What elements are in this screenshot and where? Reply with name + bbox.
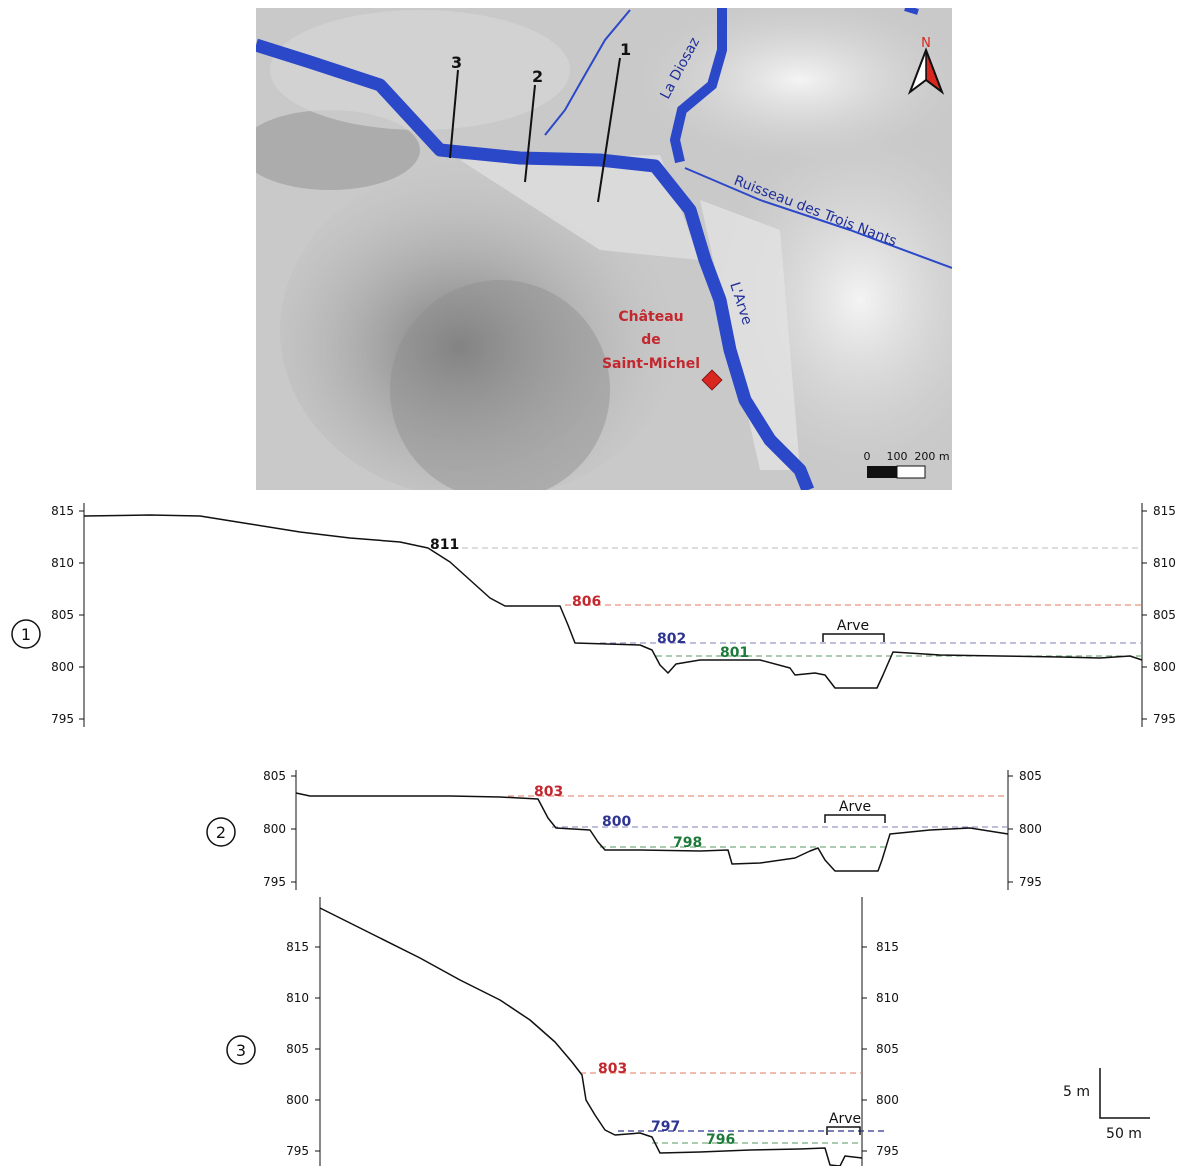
profile-3-channel-bracket xyxy=(826,1126,861,1135)
profile-3-right-tick-815: 815 xyxy=(876,940,899,954)
profile-1-marker-circle xyxy=(11,619,41,649)
profile-3-marker-circle xyxy=(226,1035,256,1065)
profile-2-right-tick-800: 800 xyxy=(1019,822,1042,836)
profile-1-right-tick-800: 800 xyxy=(1153,660,1176,674)
profile-3-level-label-796: 796 xyxy=(706,1132,735,1148)
profile-2-level-label-803: 803 xyxy=(534,784,563,800)
profile-1-level-label-806: 806 xyxy=(572,594,601,610)
profile-1-right-tick-815: 815 xyxy=(1153,504,1176,518)
profile-3: 815 810 805 800 795 815 810 805 800 795 … xyxy=(226,897,899,1166)
profile-3-right-tick-805: 805 xyxy=(876,1042,899,1056)
profile-3-terrain xyxy=(319,907,863,1166)
hillshade-map: 3 2 1 La Diosaz Ruisseau des Trois Nants… xyxy=(256,8,952,490)
profile-3-level-label-803: 803 xyxy=(598,1061,627,1077)
profile-2-left-tick-805: 805 xyxy=(263,769,286,783)
profile-1-level-label-811: 811 xyxy=(430,537,459,553)
map-scale-label-100: 100 xyxy=(887,450,908,463)
profile-2-marker-label: 2 xyxy=(216,823,226,842)
profile-2-left-tick-795: 795 xyxy=(263,875,286,889)
profile-1-left-tick-815: 815 xyxy=(51,504,74,518)
north-label: N xyxy=(921,36,931,51)
diosaz-river xyxy=(669,8,727,164)
profile-2-level-label-798: 798 xyxy=(673,835,702,851)
scale-vertical-label: 5 m xyxy=(1063,1084,1090,1100)
profile-1-left-tick-810: 810 xyxy=(51,556,74,570)
profile-3-left-tick-815: 815 xyxy=(286,940,309,954)
profile-2: 805 800 795 805 800 795 803 800 798 Arve… xyxy=(206,769,1042,890)
north-arrow-icon xyxy=(907,47,945,95)
profile-1-marker-label: 1 xyxy=(21,625,31,644)
profile-3-axes xyxy=(315,897,867,1166)
profile-3-left-tick-805: 805 xyxy=(286,1042,309,1056)
profile-1-right-tick-795: 795 xyxy=(1153,712,1176,726)
transect-label-3: 3 xyxy=(451,53,462,72)
profile-2-marker-circle xyxy=(206,817,236,847)
profile-3-right-tick-810: 810 xyxy=(876,991,899,1005)
scale-horizontal-label: 50 m xyxy=(1106,1126,1142,1142)
profile-1-left-tick-800: 800 xyxy=(51,660,74,674)
profile-1-level-label-801: 801 xyxy=(720,645,749,661)
profile-1-right-tick-805: 805 xyxy=(1153,608,1176,622)
profile-2-level-label-800: 800 xyxy=(602,814,631,830)
profile-3-channel-label: Arve xyxy=(829,1111,861,1127)
arve-river xyxy=(256,38,815,490)
profile-3-left-tick-795: 795 xyxy=(286,1144,309,1158)
profile-scale-bar xyxy=(1099,1068,1150,1119)
profile-1-right-tick-810: 810 xyxy=(1153,556,1176,570)
castle-label-line-2: de xyxy=(641,332,661,348)
map-scale-label-200: 200 m xyxy=(914,450,949,463)
tributary-stream xyxy=(544,9,631,136)
trois-nants-stream xyxy=(684,167,952,269)
profile-1-terrain xyxy=(83,514,1143,689)
castle-label-line-1: Château xyxy=(618,309,683,325)
profile-1-channel-label: Arve xyxy=(837,618,869,634)
transect-line-3 xyxy=(449,69,459,159)
profile-1-axes xyxy=(79,503,1147,727)
profile-2-axes xyxy=(291,770,1013,890)
transect-line-1 xyxy=(597,57,621,203)
map-scale-bar xyxy=(867,465,926,479)
profile-1-level-label-802: 802 xyxy=(657,631,686,647)
profile-2-right-tick-805: 805 xyxy=(1019,769,1042,783)
profile-2-right-tick-795: 795 xyxy=(1019,875,1042,889)
castle-label-line-3: Saint-Michel xyxy=(602,356,700,372)
profile-1-left-tick-795: 795 xyxy=(51,712,74,726)
transect-label-2: 2 xyxy=(532,67,543,86)
profile-3-level-label-797: 797 xyxy=(651,1119,680,1135)
profile-2-channel-label: Arve xyxy=(839,799,871,815)
profile-2-channel-bracket xyxy=(824,814,886,823)
profile-3-marker-label: 3 xyxy=(236,1041,246,1060)
profile-1: 815 810 805 800 795 815 810 805 800 795 … xyxy=(11,503,1176,727)
transect-line-2 xyxy=(524,84,536,183)
map-scale-label-0: 0 xyxy=(864,450,871,463)
profile-2-terrain xyxy=(295,792,1009,872)
profile-3-right-tick-800: 800 xyxy=(876,1093,899,1107)
profile-2-left-tick-800: 800 xyxy=(263,822,286,836)
profile-1-left-tick-805: 805 xyxy=(51,608,74,622)
profile-3-right-tick-795: 795 xyxy=(876,1144,899,1158)
profile-3-left-tick-800: 800 xyxy=(286,1093,309,1107)
transect-label-1: 1 xyxy=(620,40,631,59)
castle-marker-icon xyxy=(701,369,723,391)
profile-1-channel-bracket xyxy=(822,633,885,642)
top-right-stream xyxy=(904,8,919,15)
profile-3-left-tick-810: 810 xyxy=(286,991,309,1005)
